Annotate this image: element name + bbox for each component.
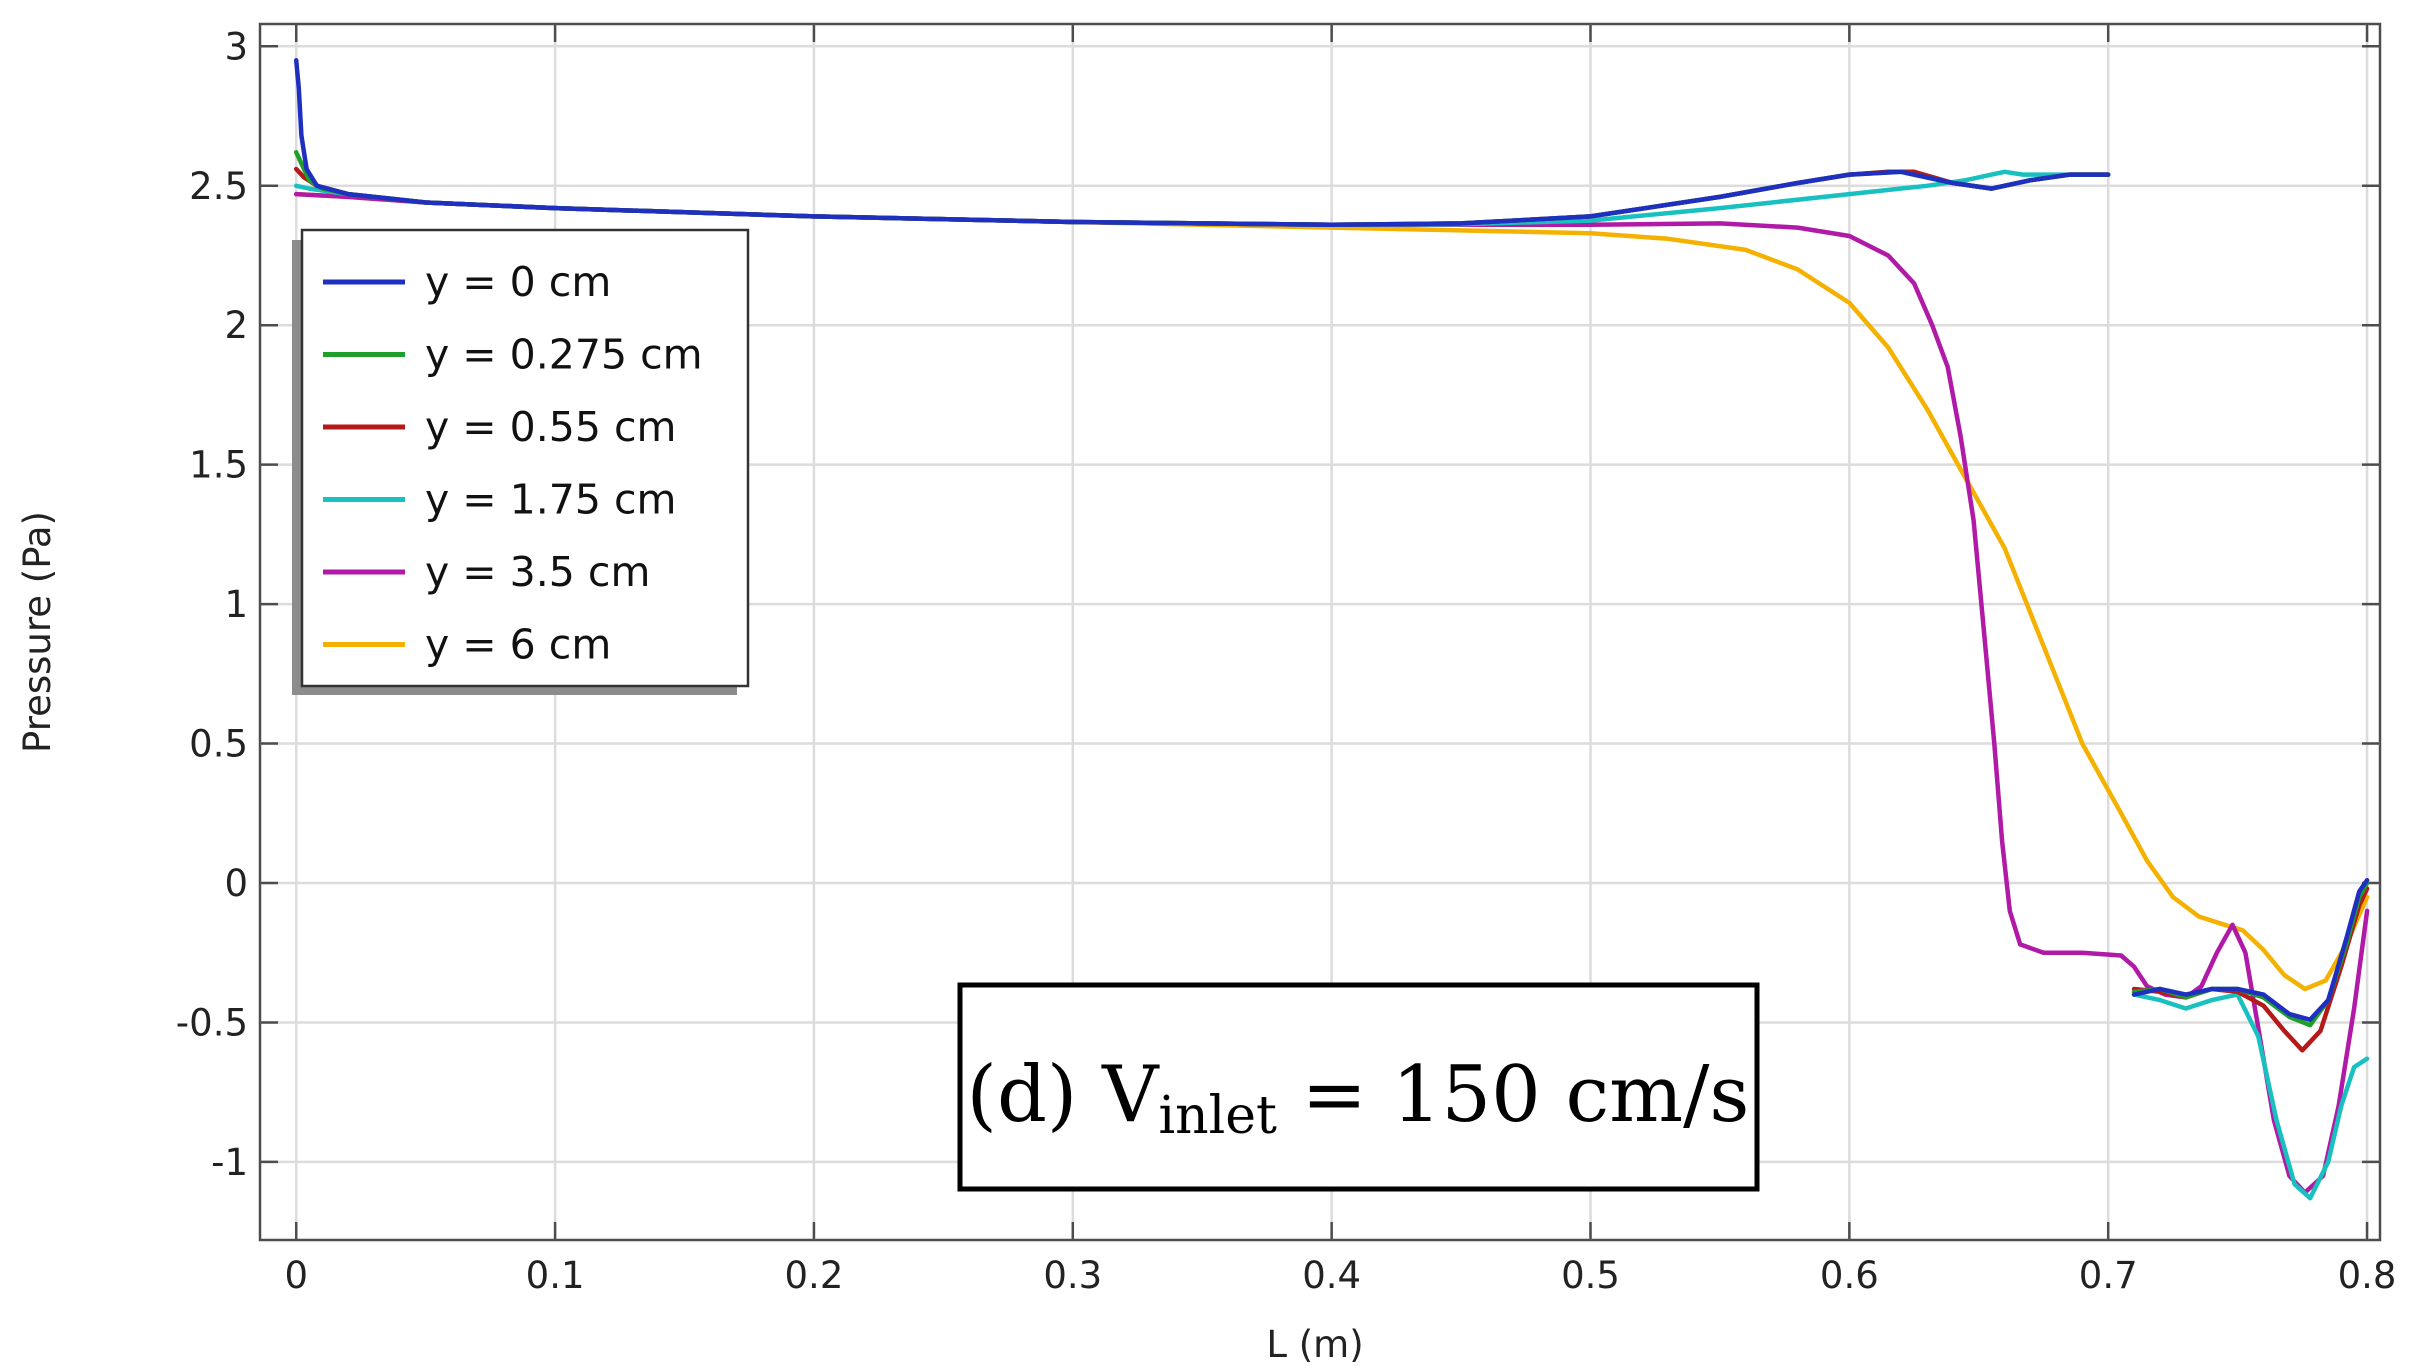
x-axis-label: L (m): [1266, 1323, 1363, 1366]
annotation-label: (d) Vinlet = 150 cm/s: [967, 1050, 1750, 1146]
y-tick-label: 0.5: [189, 723, 248, 766]
legend-label: y = 6 cm: [425, 621, 611, 669]
x-axis-ticks: 0 0.1 0.2 0.3 0.4 0.5 0.6 0.7 0.8: [284, 24, 2396, 1297]
annotation-box: (d) Vinlet = 150 cm/s: [957, 982, 1760, 1192]
annotation-prefix: (d) V: [967, 1050, 1161, 1140]
x-tick-label: 0.4: [1302, 1254, 1361, 1297]
annotation-suffix: = 150 cm/s: [1277, 1050, 1750, 1140]
legend-label: y = 1.75 cm: [425, 476, 677, 524]
series-lines: [293, 58, 2370, 1201]
annotation-subscript: inlet: [1158, 1086, 1277, 1146]
legend-box: [300, 228, 750, 688]
series-line: [2131, 877, 2370, 1022]
legend-label: y = 3.5 cm: [425, 548, 650, 596]
x-tick-label: 0.8: [2338, 1254, 2397, 1297]
y-tick-label: -0.5: [176, 1001, 248, 1044]
x-tick-label: 0: [284, 1254, 308, 1297]
y-tick-label: 0: [224, 862, 248, 905]
legend: y = 0 cm y = 0.275 cm y = 0.55 cm y = 1.75 …: [292, 228, 750, 695]
y-tick-label: 1: [224, 583, 248, 626]
x-tick-label: 0.6: [1820, 1254, 1879, 1297]
x-tick-label: 0.2: [785, 1254, 844, 1297]
y-tick-label: 3: [224, 25, 248, 68]
series-line: [293, 58, 2111, 228]
y-tick-label: -1: [211, 1141, 248, 1184]
series-line: [2131, 992, 2370, 1201]
y-axis-label: Pressure (Pa): [16, 511, 59, 753]
annotation-frame: [957, 982, 1760, 1192]
y-axis-ticks: -1 -0.5 0 0.5 1 1.5 2 2.5 3: [176, 25, 2380, 1184]
y-tick-label: 2: [224, 304, 248, 347]
x-tick-label: 0.1: [526, 1254, 585, 1297]
legend-label: y = 0 cm: [425, 258, 611, 306]
y-tick-label: 1.5: [189, 444, 248, 487]
x-tick-label: 0.7: [2079, 1254, 2138, 1297]
x-tick-label: 0.3: [1043, 1254, 1102, 1297]
legend-label: y = 0.55 cm: [425, 403, 677, 451]
x-tick-label: 0.5: [1561, 1254, 1620, 1297]
y-tick-label: 2.5: [189, 165, 248, 208]
legend-label: y = 0.275 cm: [425, 331, 703, 379]
